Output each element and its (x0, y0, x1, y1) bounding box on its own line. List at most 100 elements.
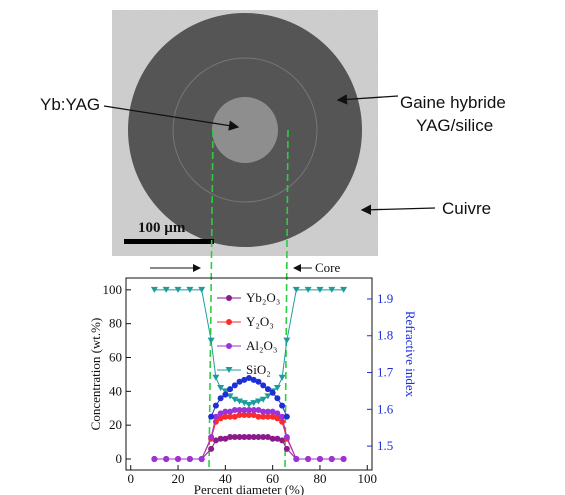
marker (217, 415, 224, 422)
legend-label: Y₂O₃ (246, 314, 274, 329)
marker (231, 406, 238, 413)
marker (227, 386, 234, 393)
marker (241, 434, 248, 441)
marker (227, 408, 234, 415)
legend-marker (226, 319, 232, 325)
marker (207, 337, 215, 344)
marker (340, 456, 347, 463)
marker (151, 456, 158, 463)
marker (328, 456, 335, 463)
marker (246, 412, 252, 419)
y-tick-label: 20 (109, 417, 122, 432)
label: YAG/silice (416, 116, 493, 135)
marker (250, 376, 257, 383)
marker (260, 434, 267, 441)
marker (274, 415, 281, 422)
y2-tick-label: 1.7 (377, 365, 394, 380)
plot-frame (125, 277, 373, 471)
y-tick-label: 0 (116, 451, 123, 466)
scale-bar (124, 239, 214, 244)
ring (172, 57, 318, 203)
y-tick-label: 80 (109, 316, 122, 331)
marker (316, 456, 323, 463)
x-tick-label: 40 (219, 471, 232, 486)
marker (175, 456, 182, 463)
marker (279, 437, 286, 444)
marker (227, 413, 234, 420)
label: Cuivre (442, 199, 491, 218)
marker (240, 400, 248, 407)
marker (222, 435, 229, 442)
marker (236, 406, 243, 413)
marker (283, 337, 291, 344)
marker (260, 413, 267, 420)
y2-tick-label: 1.6 (377, 401, 394, 416)
marker (217, 435, 224, 442)
marker (162, 286, 170, 293)
marker (250, 406, 257, 413)
marker (250, 412, 257, 419)
marker (231, 382, 238, 389)
y2-tick-label: 1.8 (377, 328, 393, 343)
marker (236, 378, 243, 385)
core-label: Core (315, 260, 341, 275)
marker (208, 413, 215, 420)
marker (250, 400, 258, 407)
marker (246, 375, 252, 382)
marker (255, 378, 262, 385)
guide-line (284, 129, 289, 471)
marker (304, 286, 312, 293)
marker (236, 398, 244, 405)
marker (274, 435, 281, 442)
micrograph: 100 µm (112, 10, 378, 256)
marker (150, 286, 158, 293)
marker (260, 408, 267, 415)
marker (279, 413, 286, 420)
y-tick-label: 40 (109, 383, 122, 398)
marker (273, 384, 281, 391)
marker (208, 434, 215, 441)
marker (231, 396, 239, 403)
marker (259, 396, 267, 403)
y2-tick-label: 1.9 (377, 291, 393, 306)
marker (340, 286, 348, 293)
marker (328, 286, 336, 293)
arrow (360, 204, 436, 215)
marker (163, 456, 170, 463)
marker (231, 413, 238, 420)
marker (283, 413, 290, 420)
x-tick-label: 20 (172, 471, 185, 486)
scale-label: 100 µm (138, 220, 186, 236)
marker (255, 434, 262, 441)
marker (283, 445, 290, 452)
chart: 0 20 40 60 80 100 0 20 40 60 80 100 1.5 1.6 1.7 1.8 1.9 P… (88, 277, 418, 495)
marker (255, 413, 262, 420)
marker (217, 395, 224, 402)
marker (264, 386, 271, 393)
y2-tick-label: 1.5 (377, 438, 393, 453)
legend-label: SiO₂ (246, 362, 271, 377)
marker (274, 410, 281, 417)
marker (222, 413, 229, 420)
marker (250, 434, 257, 441)
marker (269, 408, 276, 415)
marker (222, 391, 229, 398)
marker (264, 413, 271, 420)
legend-marker (225, 367, 233, 373)
marker (241, 412, 248, 419)
y-tick-label: 60 (109, 350, 122, 365)
marker (278, 374, 286, 381)
x-tick-label: 100 (358, 471, 378, 486)
marker (212, 402, 219, 409)
marker (293, 456, 300, 463)
marker (245, 401, 253, 408)
x-tick-label: 0 (127, 471, 134, 486)
marker (283, 434, 290, 441)
marker (260, 382, 267, 389)
marker (279, 402, 286, 409)
y2-axis-label: Refractive index (403, 311, 418, 398)
series-line (154, 436, 344, 460)
marker (212, 437, 219, 444)
